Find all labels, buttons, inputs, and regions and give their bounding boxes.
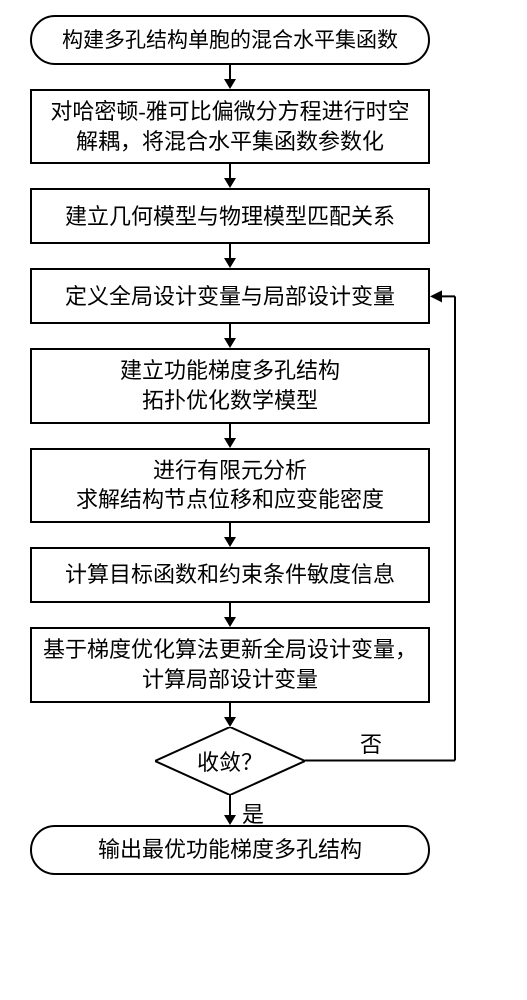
process-6-text: 计算目标函数和约束条件敏度信息 [65,560,395,590]
label-yes: 是 [242,797,264,829]
process-1-text: 对哈密顿-雅可比偏微分方程进行时空解耦，将混合水平集函数参数化 [42,97,418,156]
arrow [30,324,430,348]
process-7-text: 基于梯度优化算法更新全局设计变量，计算局部设计变量 [42,635,418,694]
arrow [30,244,430,268]
decision-text: 收敛？ [197,745,263,777]
arrow [30,603,430,627]
process-7: 基于梯度优化算法更新全局设计变量，计算局部设计变量 [30,627,430,702]
process-4: 建立功能梯度多孔结构 拓扑优化数学模型 [30,348,430,423]
flowchart-container: 构建多孔结构单胞的混合水平集函数 对哈密顿-雅可比偏微分方程进行时空解耦，将混合… [30,15,497,875]
process-3-text: 定义全局设计变量与局部设计变量 [65,282,395,312]
process-6: 计算目标函数和约束条件敏度信息 [30,547,430,603]
decision-converge: 收敛？ [155,727,305,795]
arrow [30,65,430,89]
arrow [30,703,430,727]
process-5: 进行有限元分析 求解结构节点位移和应变能密度 [30,448,430,523]
process-3: 定义全局设计变量与局部设计变量 [30,268,430,324]
end-terminal: 输出最优功能梯度多孔结构 [30,825,430,875]
process-2: 建立几何模型与物理模型匹配关系 [30,188,430,244]
label-no: 否 [360,727,382,759]
process-5-text: 进行有限元分析 求解结构节点位移和应变能密度 [76,456,384,515]
process-1: 对哈密顿-雅可比偏微分方程进行时空解耦，将混合水平集函数参数化 [30,89,430,164]
arrow [30,164,430,188]
start-text: 构建多孔结构单胞的混合水平集函数 [62,26,398,54]
process-2-text: 建立几何模型与物理模型匹配关系 [65,202,395,232]
arrow [30,523,430,547]
end-text: 输出最优功能梯度多孔结构 [98,835,362,865]
arrow [30,795,430,825]
process-4-text: 建立功能梯度多孔结构 拓扑优化数学模型 [120,356,340,415]
arrow [30,424,430,448]
start-terminal: 构建多孔结构单胞的混合水平集函数 [30,15,430,65]
